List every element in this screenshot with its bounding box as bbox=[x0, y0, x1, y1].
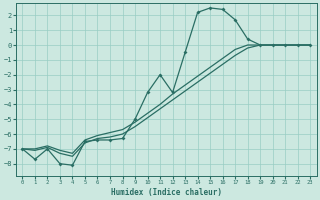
X-axis label: Humidex (Indice chaleur): Humidex (Indice chaleur) bbox=[111, 188, 222, 197]
